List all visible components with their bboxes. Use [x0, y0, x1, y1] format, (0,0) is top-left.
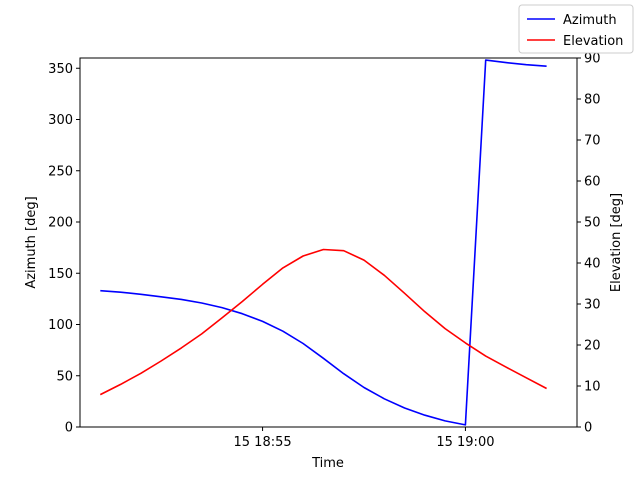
x-axis-ticks: 15 18:55 15 19:00	[234, 427, 494, 450]
legend-label-azimuth: Azimuth	[563, 13, 617, 28]
y2-tick-label: 20	[584, 339, 601, 354]
y2-tick-label: 70	[584, 134, 601, 149]
y2-tick-label: 0	[584, 421, 592, 436]
y2-tick-label: 10	[584, 380, 601, 395]
x-tick-label: 15 19:00	[436, 435, 494, 450]
x-tick-label: 15 18:55	[234, 435, 292, 450]
plot-frame	[79, 57, 578, 428]
y2-tick-label: 80	[584, 93, 601, 108]
y-tick-label: 350	[48, 62, 73, 77]
y-tick-label: 300	[48, 113, 73, 128]
y2-tick-label: 30	[584, 298, 601, 313]
y-tick-label: 0	[65, 421, 73, 436]
y-tick-label: 250	[48, 164, 73, 179]
y2-tick-label: 60	[584, 175, 601, 190]
y-tick-label: 50	[56, 369, 73, 384]
y-axis-label: Azimuth [deg]	[24, 196, 39, 288]
y2-tick-label: 40	[584, 257, 601, 272]
y2-axis-label: Elevation [deg]	[609, 193, 624, 292]
y-tick-label: 150	[48, 267, 73, 282]
legend-box	[518, 4, 634, 54]
y2-tick-label: 90	[584, 52, 601, 67]
legend-label-elevation: Elevation	[563, 34, 623, 49]
y2-axis-ticks: 0 10 20 30 40 50 60 70 80 90	[577, 52, 601, 436]
y-axis-ticks: 0 50 100 150 200 250 300 350	[48, 62, 80, 436]
y-tick-label: 200	[48, 216, 73, 231]
series-layer	[99, 59, 547, 426]
y2-tick-label: 50	[584, 216, 601, 231]
x-axis-label: Time	[311, 456, 344, 471]
y-tick-label: 100	[48, 318, 73, 333]
legend: Azimuth Elevation	[518, 4, 634, 54]
